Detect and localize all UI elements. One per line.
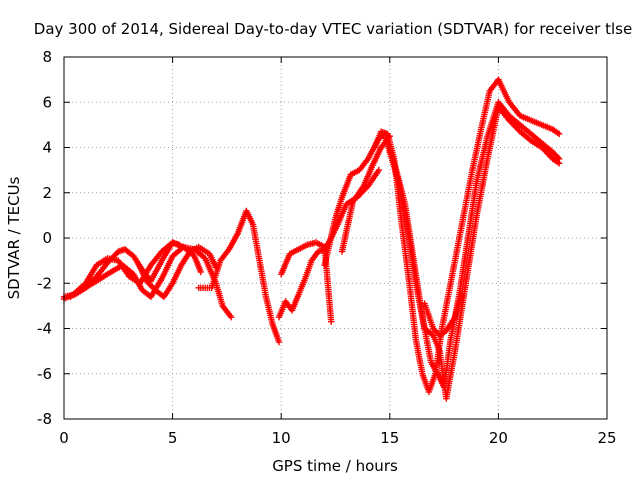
data-point-markers [195, 207, 283, 346]
series-track-5 [195, 207, 283, 346]
data-point-markers [338, 133, 393, 255]
x-tick-label: 15 [380, 429, 399, 447]
x-axis-label: GPS time / hours [272, 457, 398, 475]
y-tick-label: 8 [42, 48, 52, 66]
grid-layer [64, 57, 607, 419]
x-tick-label: 5 [168, 429, 178, 447]
y-tick-label: 4 [42, 139, 52, 157]
y-tick-label: -2 [37, 274, 52, 292]
series-track-4 [134, 243, 220, 300]
plot-frame [63, 56, 608, 420]
x-tick-label: 10 [272, 429, 291, 447]
y-tick-label: -8 [37, 410, 52, 428]
axis-layer: 0 5 10 15 20 25 -8 -6 -4 -2 0 2 4 6 8 [37, 48, 617, 447]
y-tick-label: -6 [37, 365, 52, 383]
series-track-9 [338, 133, 393, 255]
data-point-markers [421, 291, 465, 339]
x-tick-label: 25 [597, 429, 616, 447]
chart-title: Day 300 of 2014, Sidereal Day-to-day VTE… [34, 20, 632, 38]
series-track-13 [421, 291, 465, 339]
y-tick-label: 6 [42, 93, 52, 111]
y-tick-label: 0 [42, 229, 52, 247]
x-tick-label: 0 [59, 429, 69, 447]
data-layer [60, 76, 563, 402]
y-tick-label: 2 [42, 184, 52, 202]
x-tick-label: 20 [489, 429, 508, 447]
y-axis-label: SDTVAR / TECUs [5, 176, 23, 299]
data-point-markers [134, 243, 220, 300]
y-tick-label: -4 [37, 320, 52, 338]
